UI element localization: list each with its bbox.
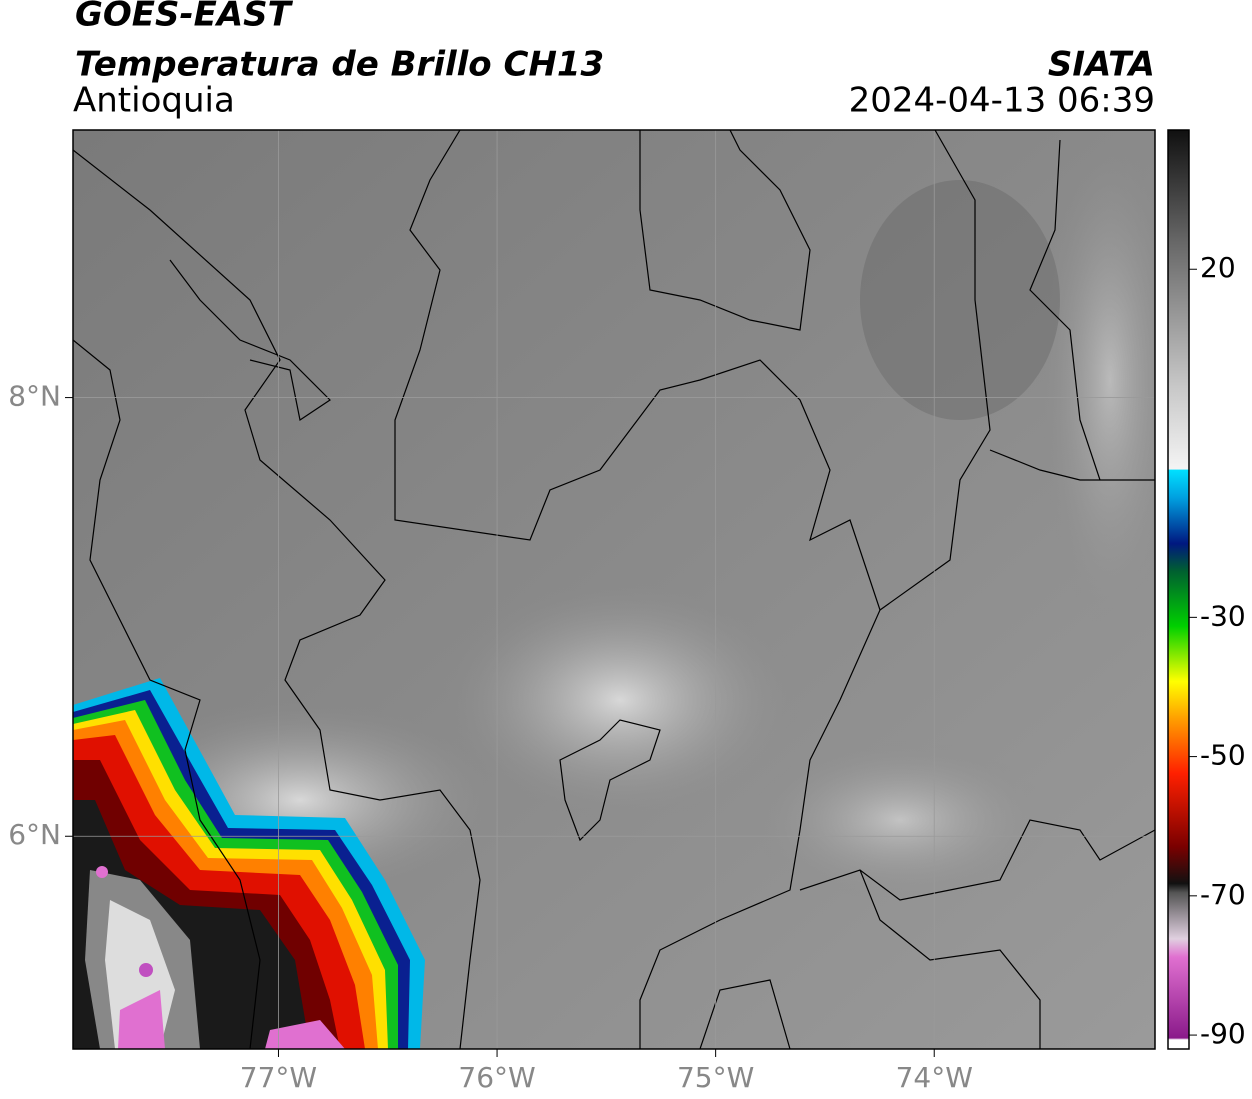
title: GOES-EAST [75,0,294,35]
colorbar [1167,129,1190,1050]
graticule [73,130,1155,1049]
source: SIATA [1048,45,1155,85]
region: Antioquia [73,81,235,121]
map-image [73,130,1155,1049]
timestamp: 2024-04-13 06:39 [849,81,1155,121]
colorbar-tick-label: -70 [1200,878,1246,911]
subtitle: Temperatura de Brillo CH13 [75,45,604,85]
storm [73,678,425,1049]
y-tick-label: 6°N [8,818,61,851]
colorbar-tick-label: -30 [1200,599,1246,632]
y-tick-label: 8°N [8,380,61,413]
x-tick-label: 77°W [240,1061,317,1094]
x-tick-label: 76°W [458,1061,535,1094]
map-frame [72,129,1156,1050]
boundaries [73,130,1155,1049]
x-tick-label: 74°W [896,1061,973,1094]
colorbar-tick-label: -50 [1200,739,1246,772]
colorbar-tick-label: -90 [1200,1017,1246,1050]
x-tick-label: 75°W [677,1061,754,1094]
colorbar-tick-label: 20 [1200,251,1236,284]
